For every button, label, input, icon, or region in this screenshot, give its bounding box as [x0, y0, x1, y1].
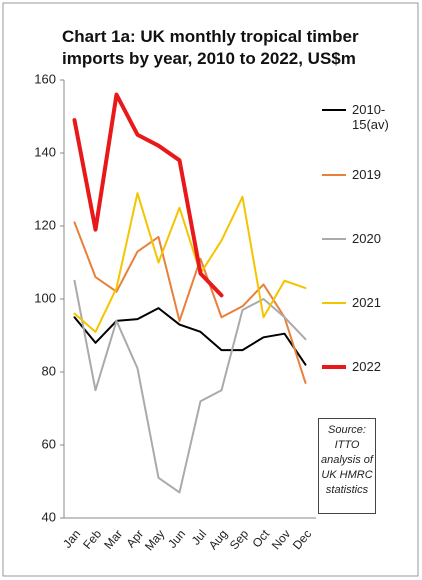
series-line — [73, 192, 307, 333]
source-line: analysis of — [321, 454, 373, 466]
y-tick-label: 100 — [34, 290, 56, 305]
source-line: UK HMRC — [321, 469, 373, 481]
legend-label: 2021 — [352, 295, 381, 310]
source-line: statistics — [325, 484, 369, 496]
x-tick-label: Dec — [290, 527, 314, 552]
x-tick-label: Oct — [250, 526, 273, 550]
x-tick-label: Mar — [101, 527, 125, 552]
x-tick-label: Sep — [227, 527, 252, 553]
source-line: ITTO — [334, 439, 360, 451]
x-tick-label: Apr — [123, 527, 146, 550]
x-tick-label: Nov — [269, 527, 293, 552]
series-line — [72, 92, 224, 298]
source-line: Source: — [328, 424, 366, 436]
legend-label: 2020 — [352, 231, 381, 246]
x-tick-label: Feb — [80, 527, 104, 552]
y-tick-label: 40 — [42, 509, 56, 524]
frame — [2, 2, 419, 577]
legend-label: 2019 — [352, 167, 381, 182]
x-tick-label: Aug — [206, 527, 230, 552]
chart-title: Chart 1a: UK monthly tropical timber imp… — [62, 27, 359, 68]
x-tick-label: Jun — [165, 527, 188, 551]
series-line — [73, 279, 307, 494]
y-tick-label: 140 — [34, 144, 56, 159]
y-tick-label: 120 — [34, 217, 56, 232]
series-line — [73, 221, 307, 384]
x-tick-label: May — [142, 527, 167, 553]
x-tick-label: Jan — [60, 527, 83, 551]
y-tick-label: 160 — [34, 71, 56, 86]
series-line — [73, 307, 307, 366]
legend-label: 2022 — [352, 359, 381, 374]
legend-label: 2010-15(av) — [352, 102, 389, 132]
y-tick-label: 80 — [42, 363, 56, 378]
y-tick-label: 60 — [42, 436, 56, 451]
source-box: Source: ITTO analysis of UK HMRC statistics — [318, 418, 376, 514]
